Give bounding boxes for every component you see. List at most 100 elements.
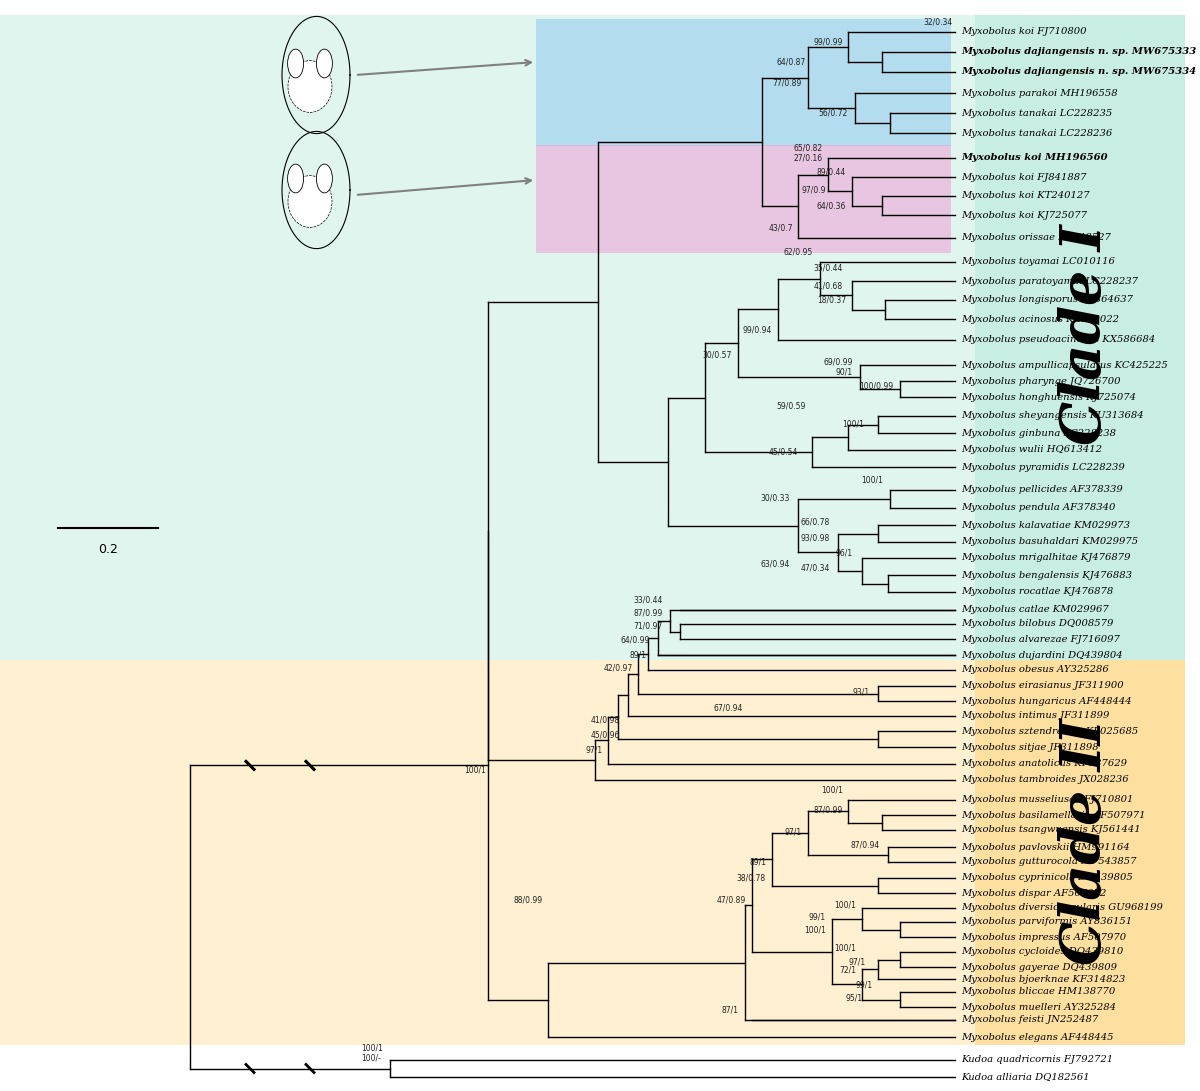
Text: 100/1: 100/1 <box>821 786 842 794</box>
Text: 33/0.44: 33/0.44 <box>634 596 662 604</box>
Text: 0.2: 0.2 <box>98 543 118 556</box>
Text: 32/0.34: 32/0.34 <box>924 17 953 26</box>
Text: 30/0.33: 30/0.33 <box>761 493 790 503</box>
Text: Myxobolus parviformis AY836151: Myxobolus parviformis AY836151 <box>961 918 1132 926</box>
Text: Myxobolus bjoerknae KF314823: Myxobolus bjoerknae KF314823 <box>961 974 1126 983</box>
Text: Myxobolus alvarezae FJ716097: Myxobolus alvarezae FJ716097 <box>961 635 1120 644</box>
Text: 72/1: 72/1 <box>839 966 856 974</box>
Ellipse shape <box>288 176 332 227</box>
Text: 59/0.59: 59/0.59 <box>776 401 806 410</box>
Text: Myxobolus acinosus KX810022: Myxobolus acinosus KX810022 <box>961 314 1120 324</box>
Text: Myxobolus musseliusae FJ710801: Myxobolus musseliusae FJ710801 <box>961 795 1133 804</box>
Text: Myxobolus basilamellaris AF507971: Myxobolus basilamellaris AF507971 <box>961 811 1146 819</box>
Text: 88/0.99: 88/0.99 <box>514 896 542 904</box>
Text: Myxobolus bilobus DQ008579: Myxobolus bilobus DQ008579 <box>961 620 1114 628</box>
Text: Myxobolus wulii HQ613412: Myxobolus wulii HQ613412 <box>961 445 1102 455</box>
Text: Myxobolus bengalensis KJ476883: Myxobolus bengalensis KJ476883 <box>961 571 1132 579</box>
Text: 18/0.37: 18/0.37 <box>817 296 846 304</box>
Text: Myxobolus ginbuna LC228238: Myxobolus ginbuna LC228238 <box>961 429 1116 437</box>
Text: 89/1: 89/1 <box>629 650 646 659</box>
Text: 100/1: 100/1 <box>862 476 883 484</box>
Text: 71/0.97: 71/0.97 <box>634 622 662 631</box>
Text: 99/1: 99/1 <box>856 981 874 990</box>
Text: Myxobolus koi KJ725077: Myxobolus koi KJ725077 <box>961 211 1087 219</box>
Text: 66/0.78: 66/0.78 <box>800 517 830 527</box>
Text: 56/0.72: 56/0.72 <box>818 108 848 118</box>
Text: 42/0.97: 42/0.97 <box>604 663 634 672</box>
Text: Myxobolus tambroides JX028236: Myxobolus tambroides JX028236 <box>961 776 1129 784</box>
Text: 64/0.36: 64/0.36 <box>817 202 846 211</box>
Text: Myxobolus kalavatiae KM029973: Myxobolus kalavatiae KM029973 <box>961 520 1130 529</box>
Text: 95/1: 95/1 <box>846 994 863 1003</box>
Text: 67/0.94: 67/0.94 <box>714 704 743 712</box>
Text: Myxobolus pyramidis LC228239: Myxobolus pyramidis LC228239 <box>961 463 1124 471</box>
Text: Myxobolus impressus AF507970: Myxobolus impressus AF507970 <box>961 933 1126 942</box>
Text: 100/1: 100/1 <box>834 900 856 910</box>
Text: Myxobolus sztendrensis KP025685: Myxobolus sztendrensis KP025685 <box>961 727 1139 735</box>
Text: Myxobolus dajiangensis n. sp. MW675334: Myxobolus dajiangensis n. sp. MW675334 <box>961 68 1196 76</box>
Ellipse shape <box>288 164 304 193</box>
Text: Myxobolus dispar AF507972: Myxobolus dispar AF507972 <box>961 888 1106 898</box>
Text: 41/0.98: 41/0.98 <box>590 716 620 724</box>
Text: Myxobolus rocatlae KJ476878: Myxobolus rocatlae KJ476878 <box>961 587 1114 597</box>
Text: 87/1: 87/1 <box>721 1006 738 1015</box>
Text: 45/0.54: 45/0.54 <box>769 447 798 456</box>
Text: Myxobolus koi KT240127: Myxobolus koi KT240127 <box>961 192 1090 201</box>
Text: Myxobolus toyamai LC010116: Myxobolus toyamai LC010116 <box>961 257 1115 266</box>
Text: Myxobolus sheyangensis KU313684: Myxobolus sheyangensis KU313684 <box>961 411 1144 420</box>
Text: 65/0.82: 65/0.82 <box>794 144 823 153</box>
Text: 69/0.99: 69/0.99 <box>823 358 853 367</box>
Text: Myxobolus intimus JF311899: Myxobolus intimus JF311899 <box>961 711 1109 720</box>
Text: 100/1: 100/1 <box>361 1043 383 1053</box>
Text: Clade I: Clade I <box>1057 225 1112 445</box>
Text: Myxobolus honghuensis KJ725074: Myxobolus honghuensis KJ725074 <box>961 393 1136 401</box>
Text: Myxobolus pharynge JQ726700: Myxobolus pharynge JQ726700 <box>961 376 1121 385</box>
Bar <box>974 15 1186 660</box>
Text: 63/0.94: 63/0.94 <box>761 560 790 568</box>
Text: Kudoa alliaria DQ182561: Kudoa alliaria DQ182561 <box>961 1072 1090 1081</box>
Bar <box>974 660 1186 1045</box>
Text: 99/1: 99/1 <box>809 912 826 922</box>
Text: 93/0.98: 93/0.98 <box>800 533 830 542</box>
Text: 41/0.68: 41/0.68 <box>814 281 842 290</box>
Text: 89/0.44: 89/0.44 <box>817 168 846 177</box>
Text: 99/0.94: 99/0.94 <box>743 325 772 335</box>
Text: 47/0.34: 47/0.34 <box>800 563 830 573</box>
Text: 93/1: 93/1 <box>853 687 870 696</box>
Text: Myxobolus orissae KF448527: Myxobolus orissae KF448527 <box>961 233 1111 242</box>
Text: 87/0.99: 87/0.99 <box>814 805 842 815</box>
Text: Myxobolus longisporus AY364637: Myxobolus longisporus AY364637 <box>961 296 1133 304</box>
Text: 97/0.9: 97/0.9 <box>802 185 826 194</box>
Text: Myxobolus paratoyamai LC228237: Myxobolus paratoyamai LC228237 <box>961 276 1138 286</box>
Text: 99/0.99: 99/0.99 <box>814 37 842 47</box>
Text: 100/-: 100/- <box>361 1054 382 1063</box>
Text: Myxobolus basuhaldari KM029975: Myxobolus basuhaldari KM029975 <box>961 538 1138 547</box>
Text: Myxobolus dajiangensis n. sp. MW675333: Myxobolus dajiangensis n. sp. MW675333 <box>961 48 1196 57</box>
Text: 100/1: 100/1 <box>842 420 864 429</box>
Text: Myxobolus tanakai LC228236: Myxobolus tanakai LC228236 <box>961 129 1112 137</box>
Text: Myxobolus sitjae JF311898: Myxobolus sitjae JF311898 <box>961 743 1099 752</box>
Text: 45/0.96: 45/0.96 <box>590 731 620 740</box>
Text: Myxobolus koi FJ841887: Myxobolus koi FJ841887 <box>961 172 1086 181</box>
Bar <box>536 19 952 146</box>
Text: Myxobolus feisti JN252487: Myxobolus feisti JN252487 <box>961 1016 1098 1024</box>
Text: 43/0.7: 43/0.7 <box>768 224 793 232</box>
Bar <box>0 660 974 1045</box>
Bar <box>0 15 974 660</box>
Text: 64/0.87: 64/0.87 <box>776 58 806 67</box>
Text: 62/0.95: 62/0.95 <box>784 248 814 256</box>
Bar <box>536 145 952 253</box>
Text: Myxobolus pendula AF378340: Myxobolus pendula AF378340 <box>961 504 1115 513</box>
Text: 100/1: 100/1 <box>834 944 856 952</box>
Text: Myxobolus gayerae DQ439809: Myxobolus gayerae DQ439809 <box>961 962 1117 971</box>
Text: 90/1: 90/1 <box>836 368 853 376</box>
Text: Myxobolus mrigalhitae KJ476879: Myxobolus mrigalhitae KJ476879 <box>961 553 1130 563</box>
Text: Myxobolus obesus AY325286: Myxobolus obesus AY325286 <box>961 666 1109 674</box>
Text: 27/0.16: 27/0.16 <box>794 154 823 163</box>
Text: Myxobolus diversicapsularis GU968199: Myxobolus diversicapsularis GU968199 <box>961 903 1163 912</box>
Text: 64/0.99: 64/0.99 <box>620 635 650 645</box>
Text: 96/1: 96/1 <box>836 549 853 558</box>
Text: 100/1: 100/1 <box>804 925 826 935</box>
Text: Myxobolus koi FJ710800: Myxobolus koi FJ710800 <box>961 27 1086 36</box>
Text: Myxobolus dujardini DQ439804: Myxobolus dujardini DQ439804 <box>961 650 1123 659</box>
